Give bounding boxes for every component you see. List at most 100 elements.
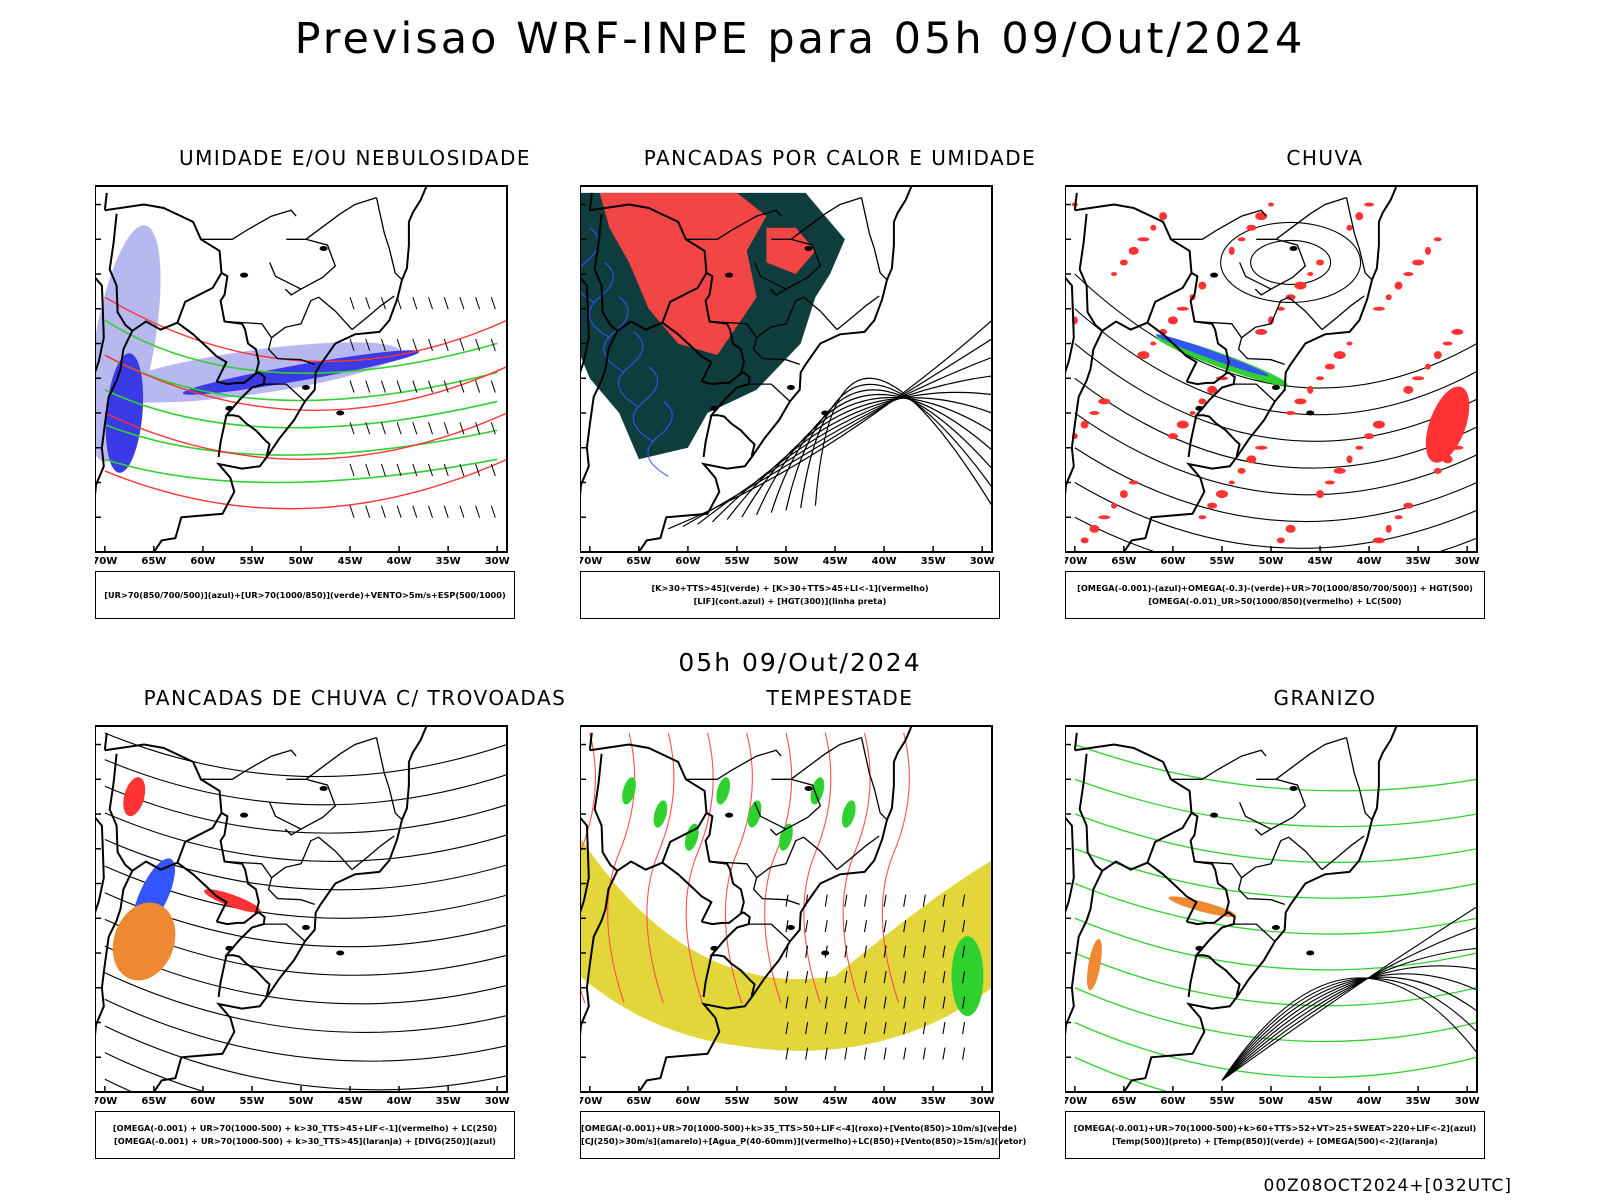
legend-box: [OMEGA(-0.001)-(azul)+OMEGA(-0.3)-(verde… [1065, 571, 1485, 619]
precip-area [1355, 445, 1364, 450]
panel-pancadas-calor: PANCADAS POR CALOR E UMIDADE 12S15S18S21… [580, 146, 1050, 626]
wind-vector [380, 463, 386, 477]
precipitable-water-contour [803, 732, 832, 1004]
state-border [269, 262, 302, 290]
precip-area [1137, 351, 1150, 360]
wind-vector [805, 920, 809, 933]
lon-tick-label: 30W [485, 556, 510, 567]
wind-vector [883, 971, 887, 984]
precip-area [1080, 420, 1089, 429]
wind-vector [805, 945, 809, 958]
precip-area [1433, 467, 1442, 474]
temperature-500-contour [1221, 927, 1477, 1081]
legend-line: [UR>70(850/700/500)](azul)+[UR>70(1000/8… [104, 589, 506, 600]
temperature-850-contour [1074, 743, 1477, 792]
precip-area [1307, 385, 1314, 394]
lon-tick-label: 70W [95, 556, 117, 567]
wind-vector [428, 297, 433, 310]
lon-tick-label: 55W [724, 1096, 749, 1107]
lake [710, 945, 719, 951]
panel-title: CHUVA [1286, 146, 1364, 170]
wind-vector [365, 338, 371, 352]
temperature-500-contour [1221, 947, 1477, 1081]
humidity-contour [104, 423, 498, 456]
geopotential-contour [814, 377, 992, 506]
geopotential-contour [1220, 221, 1362, 303]
lake [1195, 945, 1204, 951]
country-border [702, 415, 713, 458]
lon-tick-label: 70W [580, 556, 602, 567]
country-border [593, 753, 663, 873]
map-plot-area [1065, 186, 1477, 552]
lake [804, 786, 813, 792]
legend-line: [CJ(250)>30m/s](amarelo)+[Agua_P(40-60mm… [581, 1136, 1027, 1146]
wind-vector [459, 505, 465, 518]
precip-area [1255, 328, 1268, 335]
panel-trovoadas: PANCADAS DE CHUVA C/ TROVOADAS 12S15S18S… [95, 686, 565, 1166]
wind-vector [844, 971, 848, 984]
lon-tick-label: 50W [774, 556, 799, 567]
wind-vector [844, 945, 848, 958]
precip-area [1207, 385, 1218, 394]
lake [240, 272, 249, 278]
wind-vector [412, 422, 418, 435]
map-plot-area [95, 726, 507, 1092]
country-border [1065, 870, 1104, 1046]
precipitable-water-contour [646, 732, 675, 1004]
wind-vector [903, 1047, 907, 1060]
panel-title: PANCADAS DE CHUVA C/ TROVOADAS [143, 686, 567, 710]
state-border [284, 778, 337, 836]
wind-vector [962, 996, 966, 1009]
geopotential-contour [1074, 412, 1477, 496]
lon-tick-label: 35W [1406, 556, 1431, 567]
precip-area [1167, 316, 1178, 325]
wind-vector [962, 894, 966, 907]
country-border [702, 955, 713, 998]
precip-area [1207, 502, 1218, 509]
precipitable-water-contour [842, 732, 871, 1004]
wind-vector [962, 1047, 966, 1060]
wind-850-area [810, 777, 825, 805]
geopotential-contour [756, 396, 992, 516]
country-border [1187, 415, 1198, 458]
wind-vector [922, 996, 926, 1009]
precip-area [1089, 411, 1100, 416]
wind-vector [863, 1047, 868, 1060]
lon-tick-label: 55W [1209, 556, 1234, 567]
geopotential-contour [697, 356, 992, 525]
lon-tick-label: 55W [239, 1096, 264, 1107]
lake [336, 410, 345, 416]
precip-area [1255, 445, 1268, 450]
wind-vector [824, 920, 828, 933]
wind-vector [490, 297, 496, 310]
state-border [1170, 749, 1267, 780]
precip-area [1198, 281, 1207, 290]
panel-umidade: UMIDADE E/OU NEBULOSIDADE 12S15S18S21S24… [95, 146, 565, 626]
wind-vector [883, 920, 887, 933]
precip-area [1246, 455, 1257, 464]
lon-tick-label: 45W [1308, 1096, 1333, 1107]
wind-vector [365, 505, 371, 518]
wind-vector [863, 945, 868, 958]
geopotential-contour [726, 391, 992, 520]
lon-tick-label: 45W [1308, 556, 1333, 567]
wind-vector [349, 505, 355, 518]
thunderstorm-area [204, 889, 261, 913]
geopotential-contour [1074, 308, 1477, 416]
lake [786, 925, 795, 931]
lake [1195, 405, 1204, 411]
precip-area [1403, 502, 1414, 509]
streamline [104, 812, 507, 863]
wind-vector [396, 463, 402, 477]
precip-area [1198, 398, 1207, 405]
thickness-contour [104, 412, 507, 460]
map-chuva: 12S15S18S21S24S27S30S33S36S39S42S70W65W6… [1065, 185, 1480, 567]
lon-tick-label: 65W [141, 1096, 166, 1107]
state-border [351, 835, 395, 871]
wind-vector [863, 1021, 868, 1035]
panel-chuva: CHUVA 12S15S18S21S24S27S30S33S36S39S42S7… [1065, 146, 1535, 626]
wind-vector [443, 338, 449, 352]
country-border [1078, 753, 1148, 873]
precipitable-water-contour [724, 732, 753, 1004]
precip-area [1237, 467, 1246, 474]
